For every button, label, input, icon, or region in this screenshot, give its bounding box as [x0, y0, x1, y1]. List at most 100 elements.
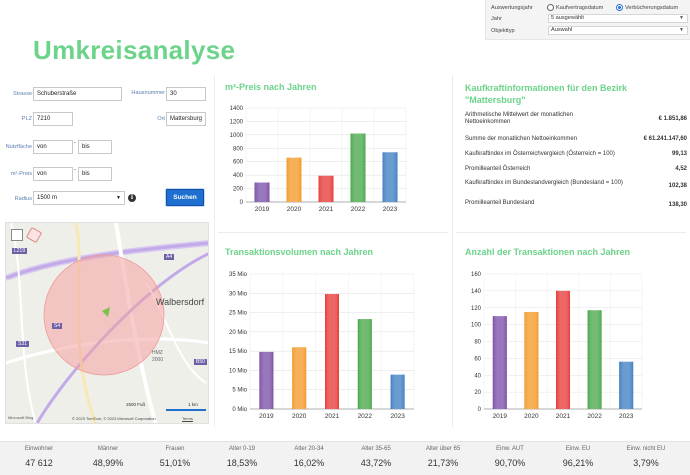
range-dash: -	[74, 140, 76, 146]
bar-shine	[382, 152, 398, 202]
radius-select[interactable]: 1500 m ▼	[33, 191, 125, 205]
x-tick-label: 2022	[587, 413, 602, 420]
x-tick-label: 2020	[287, 206, 302, 213]
stat-value: 43,72%	[360, 458, 392, 468]
x-tick-label: 2020	[524, 413, 539, 420]
jahr-select[interactable]: 5 ausgewählt ▼	[548, 14, 688, 23]
stat-value: 21,73%	[427, 458, 459, 468]
radio-on-icon[interactable]	[616, 4, 623, 11]
stat-einw-eu: Einw. EU 96,21%	[545, 446, 611, 468]
y-tick-label: 80	[474, 340, 481, 346]
hausnummer-input[interactable]: 30	[166, 87, 206, 101]
y-tick-label: 5 Mio	[232, 388, 247, 394]
stat-label: Einw. EU	[565, 446, 591, 452]
x-tick-label: 2019	[255, 206, 270, 213]
stat-label: Frauen	[165, 446, 185, 452]
bar-shine	[587, 310, 602, 409]
plz-input[interactable]: 7210	[33, 112, 73, 126]
y-tick-label: 0	[240, 200, 244, 206]
x-tick-label: 2021	[325, 413, 340, 420]
kaufkraft-label: Kaufkraftindex im Österreichvergleich (Ö…	[465, 151, 615, 157]
kaufkraft-table: Arithmetische Mittelwert der monatlichen…	[465, 112, 687, 212]
chart-anzahl: 0 20 40 60 80 100 120 140 160 2019 2020 2021 2022 202…	[471, 272, 643, 420]
search-button[interactable]: Suchen	[166, 189, 204, 206]
kaufkraft-label: Promilleanteil Bundesland	[465, 200, 535, 206]
section-title-anzahl: Anzahl der Transaktionen nach Jahren	[465, 247, 631, 257]
x-tick-label: 2021	[556, 413, 571, 420]
x-tick-label: 2019	[259, 413, 274, 420]
chevron-down-icon: ▼	[679, 27, 684, 33]
range-dash: -	[74, 167, 76, 173]
scale-km: 1 km	[188, 402, 198, 407]
y-tick-label: 25 Mio	[229, 311, 248, 317]
nutzflaeche-label: Nutzfläche	[5, 144, 32, 150]
hausnummer-label: Hausnummer	[131, 90, 165, 96]
map-canvas[interactable]	[6, 223, 209, 424]
divider-vertical	[214, 75, 215, 427]
bar-shine	[556, 290, 570, 409]
y-tick-label: 0 Mio	[232, 407, 247, 413]
road-label-a4: A4	[164, 254, 175, 260]
bar-shine	[524, 311, 539, 409]
stat-label: Alter über 65	[425, 446, 461, 452]
section-title-kaufkraft: Kaufkraftinformationen für den Bezirk "M…	[465, 83, 628, 105]
kaufkraft-label: Promilleanteil Österreich	[465, 166, 531, 172]
m2preis-bis-input[interactable]: bis	[78, 167, 112, 181]
chevron-down-icon: ▼	[116, 195, 121, 201]
y-tick-label: 100	[471, 323, 482, 329]
y-tick-label: 160	[471, 272, 482, 278]
jahr-value: 5 ausgewählt	[551, 15, 584, 21]
kaufkraft-value: 102,38	[668, 183, 687, 189]
m2preis-von-input[interactable]: von	[33, 167, 73, 181]
filter-panel: Auswertungsjahr Kaufvertragsdatum Verbüc…	[485, 0, 690, 40]
objekttyp-select[interactable]: Auswahl ▼	[548, 26, 688, 35]
stat-label: Alter 20-34	[294, 446, 324, 452]
chart-volumen: 0 Mio 5 Mio 10 Mio 15 Mio 20 Mio 25 Mio 30 Mio…	[229, 272, 415, 420]
strasse-label: Strasse	[13, 91, 32, 97]
section-title-preis: m²-Preis nach Jahren	[225, 82, 317, 92]
bar-shine	[390, 374, 405, 409]
y-tick-label: 15 Mio	[229, 349, 248, 355]
auswertungsjahr-label: Auswertungsjahr	[491, 5, 533, 11]
stats-bar: Einwohner 47 612 Männer 48,99% Frauen 51,01…	[0, 441, 690, 475]
stat-label: Einwohner	[24, 446, 54, 452]
road-label-s4: S4	[52, 323, 63, 329]
x-tick-label: 2020	[292, 413, 307, 420]
stat-alter-35-65: Alter 35-65 43,72%	[343, 446, 409, 468]
y-tick-label: 40	[474, 373, 481, 379]
bing-logo: Microsoft Bing	[8, 415, 34, 420]
radio-off-icon[interactable]	[547, 4, 554, 11]
scale-bar	[166, 409, 206, 411]
nutzflaeche-von-input[interactable]: von	[33, 140, 73, 154]
bar-shine	[259, 351, 274, 409]
bar-shine	[254, 182, 270, 202]
info-icon[interactable]: i	[128, 194, 136, 202]
kaufkraft-row: Summe der monatlichen Nettoeinkommen € 6…	[465, 136, 687, 151]
stat-alter-0-19: Alter 0-19 18,53%	[209, 446, 275, 468]
x-tick-label: 2022	[351, 206, 366, 213]
kaufkraft-row: Kaufkraftindex im Österreichvergleich (Ö…	[465, 151, 687, 166]
y-tick-label: 1400	[230, 106, 244, 112]
stat-value: 51,01%	[159, 458, 191, 468]
map[interactable]: L219 A4 S4 S31 B50 Walbersdorf HMZ 2000 …	[5, 222, 209, 424]
x-tick-label: 2019	[493, 413, 508, 420]
x-tick-label: 2022	[358, 413, 373, 420]
radio-verbuecherungsdatum[interactable]: Verbücherungsdatum	[616, 4, 678, 11]
nutzflaeche-bis-input[interactable]: bis	[78, 140, 112, 154]
y-tick-label: 1000	[230, 133, 244, 139]
stat-value: 96,21%	[562, 458, 594, 468]
y-tick-label: 800	[233, 146, 244, 152]
kaufkraft-row: Kaufkraftindex im Bundeslandvergleich (B…	[465, 180, 687, 200]
strasse-input[interactable]: Schuberstraße	[33, 87, 122, 101]
terms-link[interactable]: Terms	[182, 416, 193, 421]
stat-label: Einw. AUT	[496, 446, 524, 452]
ort-input[interactable]: Mattersburg	[166, 112, 206, 126]
plz-label: PLZ	[21, 116, 32, 122]
map-tool-selection-icon[interactable]	[11, 229, 23, 241]
radio-kaufvertragsdatum[interactable]: Kaufvertragsdatum	[547, 4, 603, 11]
objekttyp-value: Auswahl	[551, 27, 573, 33]
stat-alter-20-34: Alter 20-34 16,02%	[276, 446, 342, 468]
y-tick-label: 200	[233, 187, 244, 193]
stat-einwohner: Einwohner 47 612	[6, 446, 72, 468]
y-tick-label: 400	[233, 173, 244, 179]
